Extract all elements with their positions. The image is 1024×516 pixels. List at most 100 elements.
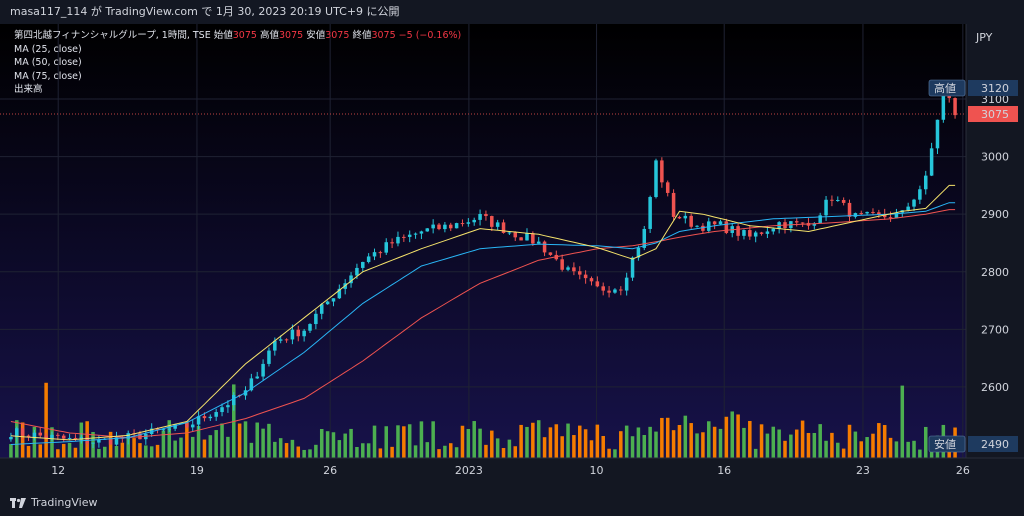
volume-bar [337,440,342,458]
volume-bar [454,447,459,458]
tradingview-brand[interactable]: TradingView [10,496,97,509]
volume-bar [789,434,793,458]
candle-body [836,200,840,202]
candle-body [472,219,476,223]
volume-bar [384,426,388,458]
y-tick-label: 2600 [981,381,1009,394]
candle-body [402,236,406,238]
candle-body [953,98,957,116]
ma75-line [10,209,956,439]
candle-body [454,223,459,229]
volume-bar [495,438,500,458]
candle-body [167,428,172,430]
volume-bar [290,439,295,458]
open-value: 3075 [232,30,257,41]
volume-bar [44,382,48,458]
volume-bar [736,414,740,458]
candle-body [595,281,600,287]
candle-body [179,422,183,425]
volume-bar [97,448,101,458]
volume-bar [566,423,570,458]
volume-bar [296,446,301,458]
volume-bar [120,442,125,458]
publish-line: masa117_114 が TradingView.com で 1月 30, 2… [10,5,400,18]
volume-bar [824,440,828,458]
volume-bar [372,425,377,458]
high-tag-name: 高値 [934,81,956,95]
volume-bar [284,443,289,458]
volume-bar [595,424,600,458]
volume-bar [407,424,412,458]
volume-bar [888,437,893,458]
volume-bar [607,448,611,458]
candle-body [331,298,336,302]
y-tick-label: 2800 [981,266,1009,279]
candle-body [677,216,682,219]
ma75-legend[interactable]: MA (75, close) [14,70,82,82]
open-label: 始値 [213,30,233,41]
volume-bar [531,422,535,458]
candle-body [155,428,160,430]
candle-body [882,214,887,218]
candle-body [935,119,940,149]
time-scale[interactable] [0,458,966,484]
candle-body [906,206,910,211]
candle-body [126,433,130,439]
volume-bar [877,423,881,458]
candle-body [929,148,934,176]
candle-body [753,232,758,237]
candle-body [296,329,301,337]
volume-bar [677,424,682,458]
volume-bar [683,415,688,458]
volume-bar [331,432,336,458]
candle-body [841,200,846,203]
candle-body [114,437,119,445]
candle-body [284,339,289,341]
candle-body [50,434,54,439]
ma50-legend[interactable]: MA (50, close) [14,57,82,68]
candle-body [91,442,95,444]
candle-body [724,221,729,233]
low-tag-value-box [968,436,1018,452]
volume-bar [853,431,858,458]
volume-bar [196,425,201,458]
y-tick-label: 3000 [981,151,1009,164]
volume-bar [103,446,107,458]
volume-bar [894,441,899,458]
volume-legend[interactable]: 出来高 [14,84,43,95]
candle-body [578,271,582,275]
ma25-legend[interactable]: MA (25, close) [14,43,82,55]
volume-bar [425,442,430,458]
price-scale[interactable] [966,24,1024,484]
volume-bar [478,428,482,458]
volume-bar [402,426,406,458]
volume-bar [660,417,664,458]
chart-legend[interactable]: 第四北越フィナンシャルグループ, 1時間, TSE 始値3075 高値3075 … [14,29,461,97]
volume-bar [589,440,594,458]
volume-bar [882,425,887,458]
candle-body [566,267,570,270]
volume-bar [138,443,142,458]
candle-body [448,224,453,229]
candle-body [44,435,48,439]
candle-body [859,213,863,215]
close-label: 終値 [352,30,372,41]
footer-bar [0,484,1024,516]
y-tick-label: 2700 [981,323,1009,336]
candle-body [9,436,13,440]
volume-bar [167,420,172,458]
volume-bar [730,411,734,458]
x-tick-label: 12 [51,464,65,477]
volume-bar [73,447,78,458]
candle-body [718,221,723,225]
currency-label: JPY [975,31,993,44]
volume-bar [665,417,670,458]
candle-body [413,233,418,235]
volume-bar [308,449,312,458]
chart-pane[interactable]: JPY 2600 2700 2800 2900 3000 3100 高値 3120 307… [0,24,1024,484]
candle-body [601,286,605,291]
volume-bar [777,429,781,458]
volume-bar [572,435,576,458]
volume-bar [525,426,529,458]
publish-header: masa117_114 が TradingView.com で 1月 30, 2… [0,0,1024,24]
